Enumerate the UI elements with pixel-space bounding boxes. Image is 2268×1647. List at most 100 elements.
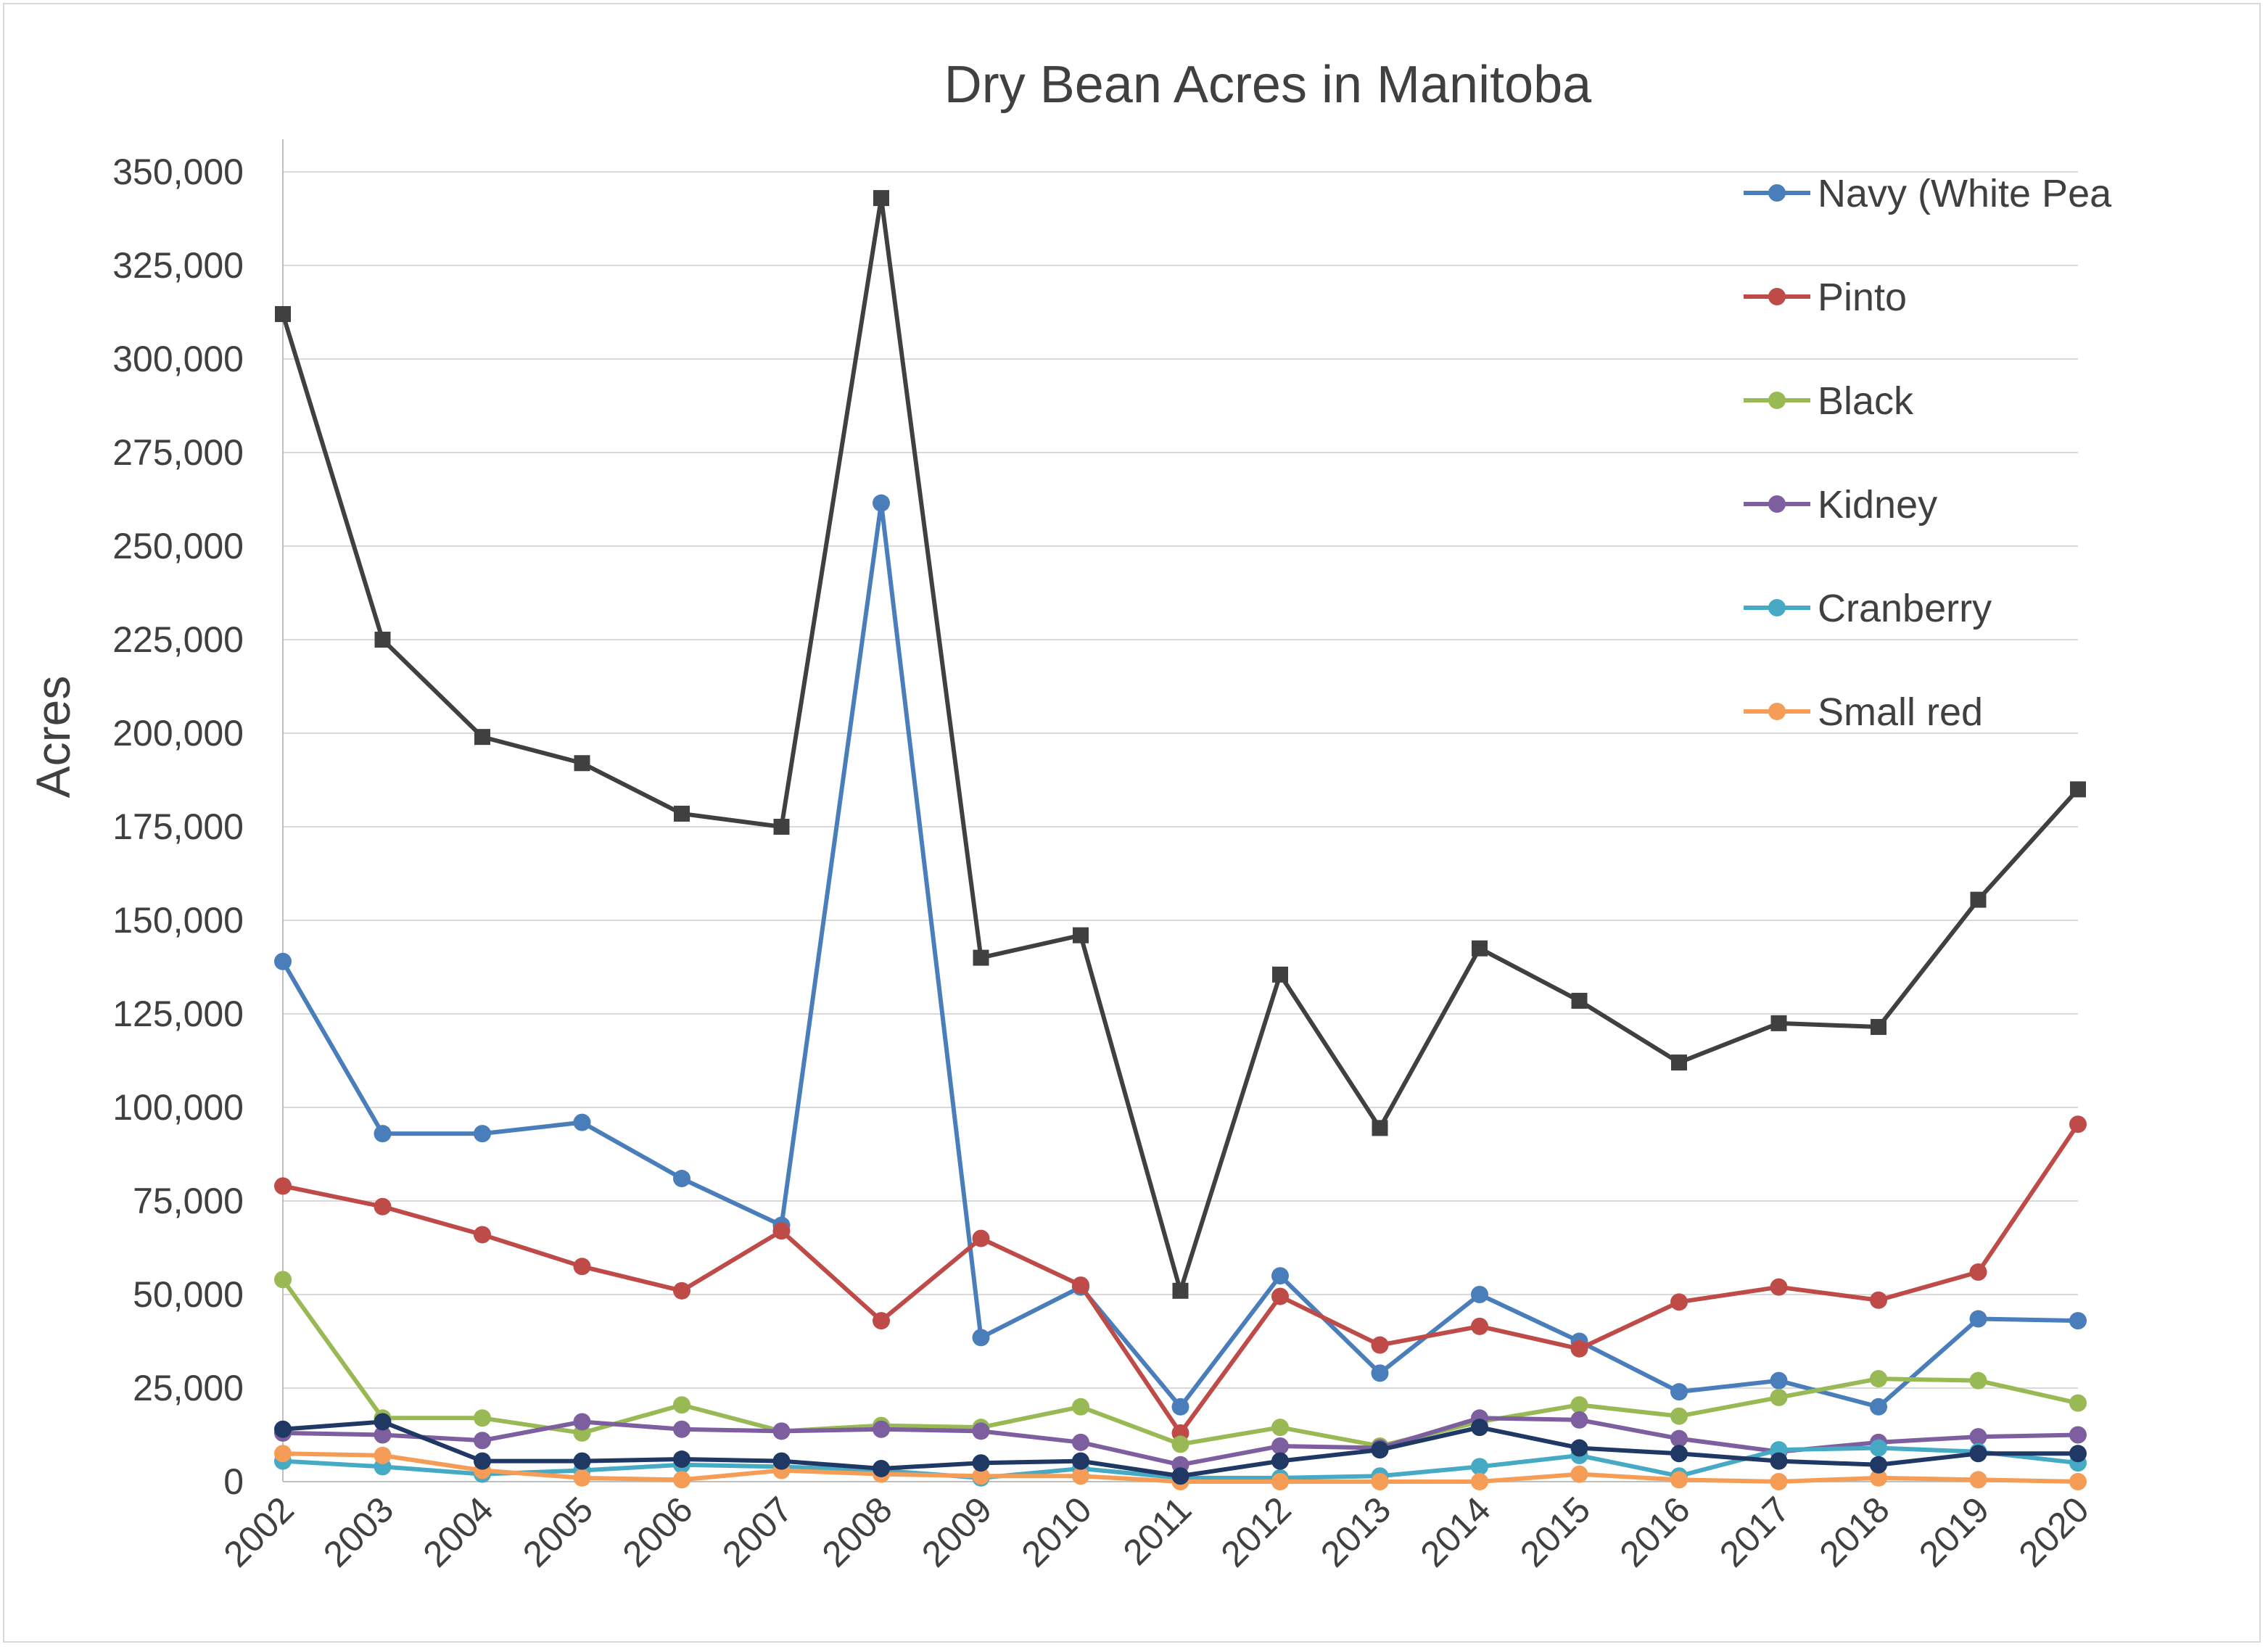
legend-marker [1768,184,1786,202]
data-point [1371,1336,1389,1354]
data-point [1570,1340,1588,1358]
chart-title: Dry Bean Acres in Manitoba [944,56,1592,114]
series-other [274,1413,2087,1485]
x-tick-label: 2008 [815,1489,900,1574]
data-point [1072,1467,1089,1485]
legend-marker [1768,703,1786,720]
data-point [2069,1312,2087,1330]
data-point [1571,992,1588,1009]
data-point [1870,1291,1887,1309]
legend-label: Cranberry [1818,587,1992,630]
data-point [2069,1115,2087,1134]
data-point [674,805,690,822]
x-tick-label: 2020 [2011,1489,2097,1574]
data-point [1271,1287,1289,1305]
data-point [973,949,989,966]
legend-marker [1768,599,1786,616]
data-point [573,1452,591,1470]
y-tick-labels: 0 25,000 50,000 75,000 100,000 125,000 150,000… [112,152,244,1502]
data-point [1770,1278,1788,1296]
gridlines [283,171,2078,1389]
data-point [274,1420,292,1438]
data-point [1172,1282,1189,1299]
series-total [275,190,2086,1299]
data-point [574,755,590,772]
series-line-navy-white-pea [281,500,2079,1409]
legend-item: Kidney [1744,483,1937,527]
data-point [1870,1370,1887,1388]
series-line-black [281,1278,2079,1448]
data-point [275,306,291,323]
data-point [773,819,790,835]
y-tick-label: 200,000 [112,713,244,754]
data-point [1371,1473,1389,1490]
data-point [2069,1426,2087,1444]
data-point [1970,891,1987,908]
data-point [474,1452,491,1470]
y-tick-label: 175,000 [112,806,244,847]
data-point [274,1445,292,1463]
data-point [1969,1445,1987,1463]
data-point [1770,1371,1788,1390]
y-tick-label: 225,000 [112,619,244,660]
data-point [1072,1433,1089,1451]
data-point [1670,1383,1688,1401]
x-tick-label: 2019 [1911,1489,1997,1574]
data-point [474,1409,491,1427]
data-point [673,1450,690,1469]
data-point [873,1420,890,1438]
data-point [972,1329,990,1347]
x-tick-label: 2011 [1116,1489,1200,1573]
data-point [1471,1419,1488,1437]
axes [282,139,2078,1482]
y-axis-title: Acres [26,676,80,798]
data-point [1670,1429,1688,1448]
data-point [1271,1473,1289,1490]
x-tick-label: 2010 [1014,1489,1100,1574]
data-point [1870,1456,1887,1474]
data-point [1671,1054,1687,1071]
x-tick-label: 2007 [714,1489,800,1574]
y-tick-label: 25,000 [133,1368,244,1408]
data-point [873,1459,890,1477]
data-point [1472,940,1488,957]
data-point [1871,1019,1886,1036]
data-point [972,1454,990,1472]
data-point [873,494,890,512]
x-tick-label: 2013 [1313,1489,1398,1574]
data-point [1372,1120,1388,1136]
data-point [274,1177,292,1195]
data-point [772,1222,791,1240]
data-point [1271,1267,1289,1285]
data-point [1171,1435,1189,1453]
x-tick-label: 2018 [1812,1489,1897,1574]
data-point [1770,1388,1788,1406]
data-point [1670,1293,1688,1311]
chart-frame: Dry Bean Acres in Manitoba Acres 0 25,000… [3,3,2261,1643]
data-point [1770,1015,1787,1031]
data-point [1072,1398,1089,1416]
data-point [1471,1473,1488,1490]
data-point [1271,1437,1289,1455]
data-point [374,632,391,648]
data-point [573,1469,591,1487]
x-tick-labels: 2002 2003 2004 2005 2006 2007 2008 2009 2010 2011… [216,1489,2097,1574]
y-tick-label: 100,000 [112,1087,244,1128]
legend-marker [1768,392,1786,409]
data-point [772,1452,791,1470]
legend: Navy (White Pea Pinto Black Kidney Cranberry… [1744,172,2112,734]
data-point [1969,1428,1987,1446]
data-point [2070,781,2086,798]
data-point [1969,1263,1987,1281]
legend-label: Navy (White Pea [1818,172,2112,215]
data-point [573,1113,591,1131]
legend-label: Pinto [1818,276,1907,319]
x-tick-label: 2017 [1712,1489,1797,1574]
data-point [2069,1445,2087,1463]
data-point [1271,1419,1289,1437]
x-tick-label: 2004 [416,1489,501,1574]
x-tick-label: 2012 [1213,1489,1299,1574]
x-tick-label: 2015 [1512,1489,1598,1574]
y-tick-label: 250,000 [112,526,244,566]
data-point [673,1471,690,1489]
